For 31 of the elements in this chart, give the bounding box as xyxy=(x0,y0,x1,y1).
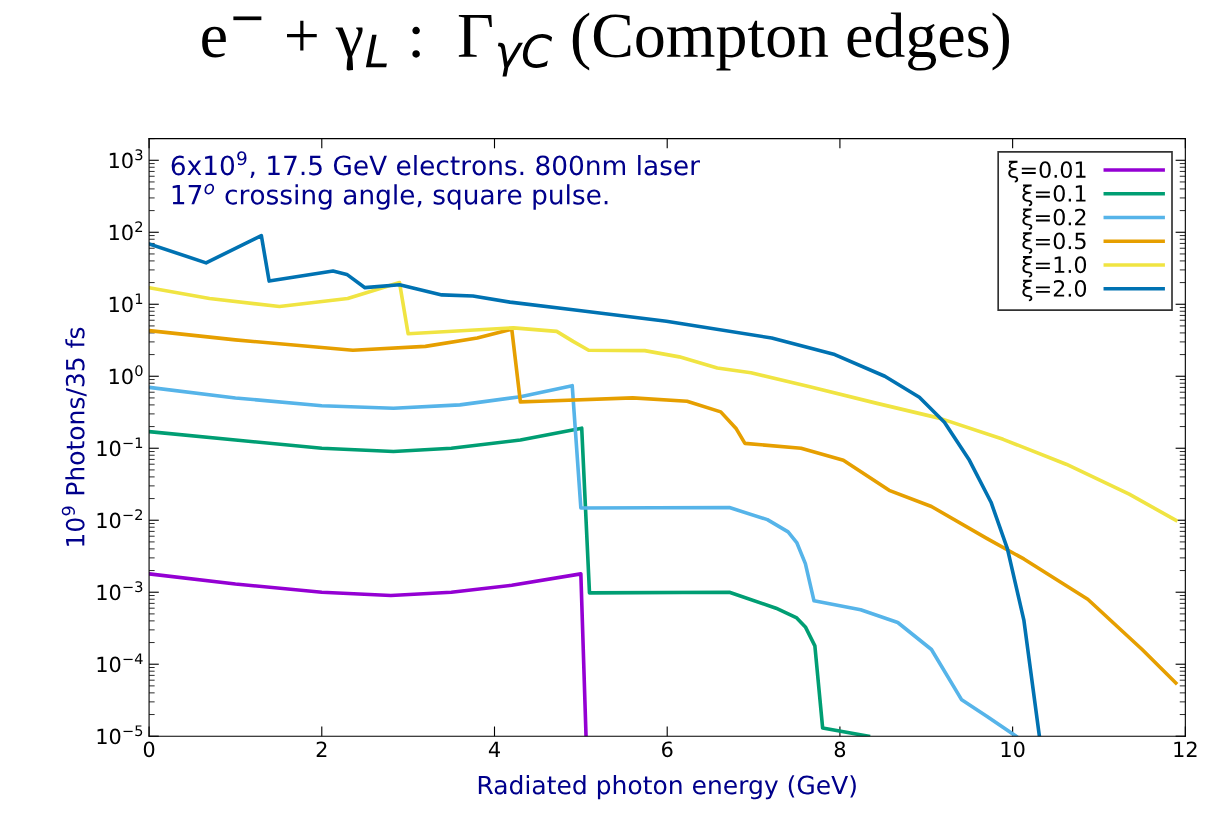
chart-title: e$^{−}$ + γ$_{L}$ : Γ$_{γC}$ (Compton edges) xyxy=(202,12,1009,77)
legend-label: ξ=0.5 xyxy=(1022,232,1086,254)
text: 6x10$^{9}$, 17.5 GeV electrons. 800nm laser 17$^{o}$ crossing angle, square pulse. xyxy=(171,151,700,210)
x-tick-label: 2 xyxy=(316,741,327,757)
x-tick-label: 12 xyxy=(1174,741,1197,757)
y-tick-label: 10$^{−3}$ xyxy=(97,581,143,601)
x-tick-label: 8 xyxy=(834,741,846,758)
legend-label: ξ=0.1 xyxy=(1022,184,1086,207)
y-tick-label: 10$^{1}$ xyxy=(109,293,143,313)
y-tick-label: 10$^{−4}$ xyxy=(97,653,143,673)
y-tick-label: 10$^{2}$ xyxy=(109,221,143,241)
x-axis-title: Radiated photon energy (GeV) xyxy=(478,775,856,800)
line-series xyxy=(149,280,1178,523)
legend-label: ξ=0.01 xyxy=(1008,160,1086,183)
x-tick-label: 4 xyxy=(488,741,500,757)
y-tick-label: 10$^{−5}$ xyxy=(97,725,143,745)
x-tick-label: 6 xyxy=(662,741,673,758)
line-series xyxy=(149,572,588,737)
y-tick-label: 10$^{−1}$ xyxy=(97,437,143,457)
y-tick-label: 10$^{−2}$ xyxy=(97,509,142,529)
legend-label: ξ=2.0 xyxy=(1022,279,1087,302)
line-series xyxy=(149,383,1018,737)
x-tick-label: 10 xyxy=(1001,741,1025,758)
line-series xyxy=(149,327,1178,685)
y-tick-label: 10$^{3}$ xyxy=(109,149,143,169)
y-tick-label: 10$^{0}$ xyxy=(109,365,143,385)
legend-label: ξ=0.2 xyxy=(1022,208,1086,230)
x-tick-label: 0 xyxy=(143,741,155,758)
line-series xyxy=(149,426,871,737)
y-axis-title: 10$^{9}$ Photons/35 fs xyxy=(61,327,87,546)
legend-label: ξ=1.0 xyxy=(1022,255,1087,278)
